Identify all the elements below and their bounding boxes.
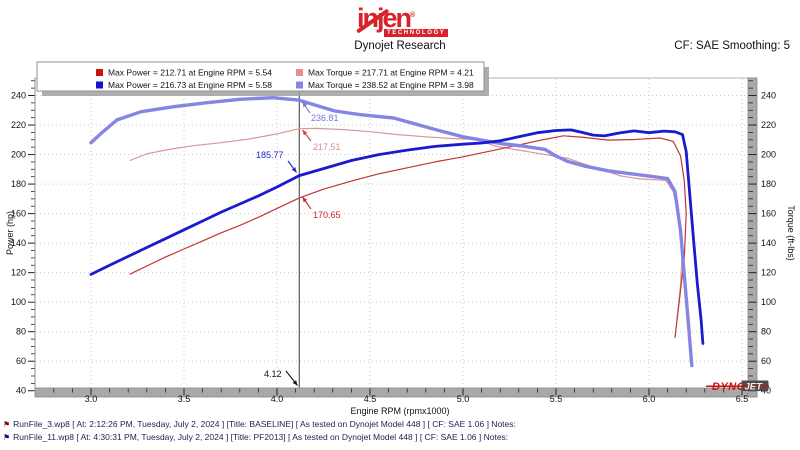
annotation-value: 185.77 [256,150,284,160]
annotation-value: 170.65 [313,210,341,220]
legend-label: Max Torque = 217.71 at Engine RPM = 4.21 [308,68,474,78]
run-file-info-pf2013[interactable]: ⚑ RunFile_11.wp8 [ At: 4:30:31 PM, Tuesda… [3,431,516,444]
y-tick-label-right: 80 [761,327,771,337]
cursor-rpm-label: 4.12 [264,369,282,379]
annotation-value: 236.81 [311,113,339,123]
legend-swatch [296,81,303,89]
y-tick-label-left: 220 [11,120,26,130]
y-tick-label-left: 40 [16,386,26,396]
y-tick-label-left: 60 [16,356,26,366]
y-tick-label-right: 180 [761,179,776,189]
x-tick-label: 6.5 [736,394,749,404]
x-tick-label: 5.5 [550,394,563,404]
y-tick-label-right: 220 [761,120,776,130]
x-tick-label: 4.0 [271,394,284,404]
legend-label: Max Torque = 238.52 at Engine RPM = 3.98 [308,80,474,90]
y-tick-label-right: 200 [761,150,776,160]
x-tick-label: 3.5 [178,394,191,404]
y-tick-label-left: 180 [11,179,26,189]
run-file-text: RunFile_3.wp8 [ At: 2:12:26 PM, Tuesday,… [13,419,516,429]
y-tick-label-right: 160 [761,209,776,219]
report-title: Dynojet Research [354,40,446,52]
x-tick-label: 5.0 [457,394,470,404]
legend-label: Max Power = 216.73 at Engine RPM = 5.58 [108,80,272,90]
legend-box [36,61,485,92]
right-axis-bar [747,77,758,398]
y-tick-label-left: 140 [11,238,26,248]
x-tick-label: 3.0 [85,394,98,404]
legend-swatch [96,81,103,89]
y-tick-label-left: 120 [11,268,26,278]
y-axis-title-power: Power (hp) [5,211,15,255]
y-tick-label-left: 240 [11,91,26,101]
dynojet-watermark-jet: JET [745,382,764,393]
annotation-arrow [302,197,308,203]
y-tick-label-right: 60 [761,356,771,366]
run-file-text: RunFile_11.wp8 [ At: 4:30:31 PM, Tuesday… [13,432,509,442]
x-axis-title: Engine RPM (rpmx1000) [350,406,449,416]
x-tick-label: 4.5 [364,394,377,404]
y-tick-label-left: 100 [11,297,26,307]
baseline-torque-curve [129,127,684,321]
run-flag-icon: ⚑ [3,420,11,429]
annotation-arrow [302,130,308,136]
y-tick-label-left: 160 [11,209,26,219]
y-tick-label-right: 140 [761,238,776,248]
annotation-value: 217.51 [313,142,341,152]
y-tick-label-right: 120 [761,268,776,278]
y-tick-label-left: 80 [16,327,26,337]
run-file-info-baseline[interactable]: ⚑ RunFile_3.wp8 [ At: 2:12:26 PM, Tuesday… [3,418,516,431]
y-tick-label-right: 100 [761,297,776,307]
run-file-footer: ⚑ RunFile_3.wp8 [ At: 2:12:26 PM, Tuesday… [3,418,516,444]
pf2013-power-curve [89,128,705,345]
cursor-axis-arrow [292,380,298,386]
annotation-arrow [302,102,308,108]
y-axis-title-torque: Torque (ft-lbs) [786,205,796,261]
legend-swatch [296,69,303,76]
smoothing-setting[interactable]: CF: SAE Smoothing: 5 [674,40,790,52]
y-tick-label-left: 200 [11,150,26,160]
run-flag-icon: ⚑ [3,433,11,442]
y-tick-label-right: 240 [761,91,776,101]
baseline-power-curve [129,135,687,339]
legend-label: Max Power = 212.71 at Engine RPM = 5.54 [108,68,272,78]
annotation-arrow [291,167,297,173]
registered-mark: ® [410,12,416,19]
pf2013-torque-curve [89,95,694,368]
x-tick-label: 6.0 [643,394,656,404]
injen-logo: injen® TECHNOLOGY [355,3,457,39]
legend-swatch [96,69,103,76]
injen-logo-technology-band: TECHNOLOGY [384,29,449,37]
